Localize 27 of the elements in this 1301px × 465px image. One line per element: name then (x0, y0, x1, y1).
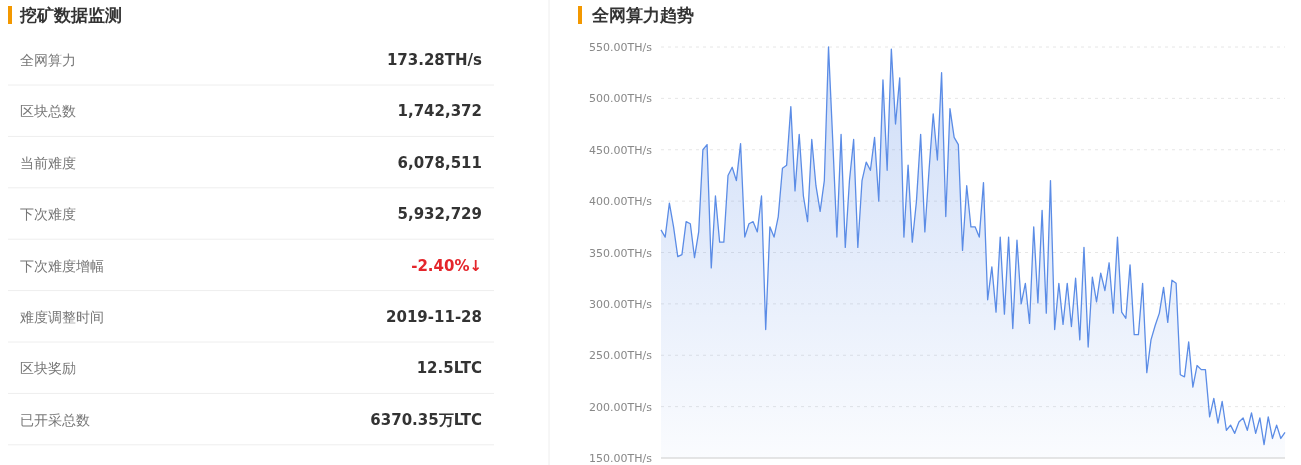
text: 当前难度 (20, 154, 76, 171)
chart-title: 全网算力趋势 (591, 5, 694, 25)
y-tick-label: 550.00TH/s (589, 41, 653, 54)
text: 5,932,729 (397, 205, 482, 224)
text: 下次难度增幅 (20, 257, 104, 274)
text: 挖矿数据监测 (19, 5, 122, 25)
y-tick-label: 250.00TH/s (589, 349, 653, 363)
y-tick-label: 200.00TH/s (589, 400, 653, 414)
text: 6370.35万LTC (370, 410, 482, 429)
text: -2.40%↓ (411, 256, 482, 275)
y-tick-label: 450.00TH/s (589, 143, 653, 157)
text: 下次难度 (20, 206, 76, 223)
y-tick-label: 350.00TH/s (589, 246, 653, 260)
text: 全网算力 (20, 52, 76, 68)
text: 6,078,511 (397, 153, 482, 172)
text: 1,742,372 (397, 102, 482, 121)
y-tick-label: 300.00TH/s (589, 297, 653, 311)
text: 12.5LTC (416, 359, 482, 378)
text: 区块总数 (20, 103, 76, 120)
text: 已开采总数 (20, 411, 90, 428)
text: 区块奖励 (20, 360, 76, 377)
y-tick-label: 400.00TH/s (589, 195, 653, 209)
y-tick-label: 150.00TH/s (589, 452, 653, 465)
text: 2019-11-28 (386, 308, 482, 326)
y-tick-label: 500.00TH/s (589, 92, 653, 106)
text: 难度调整时间 (19, 309, 104, 325)
text: 173.28TH/s (386, 51, 483, 69)
